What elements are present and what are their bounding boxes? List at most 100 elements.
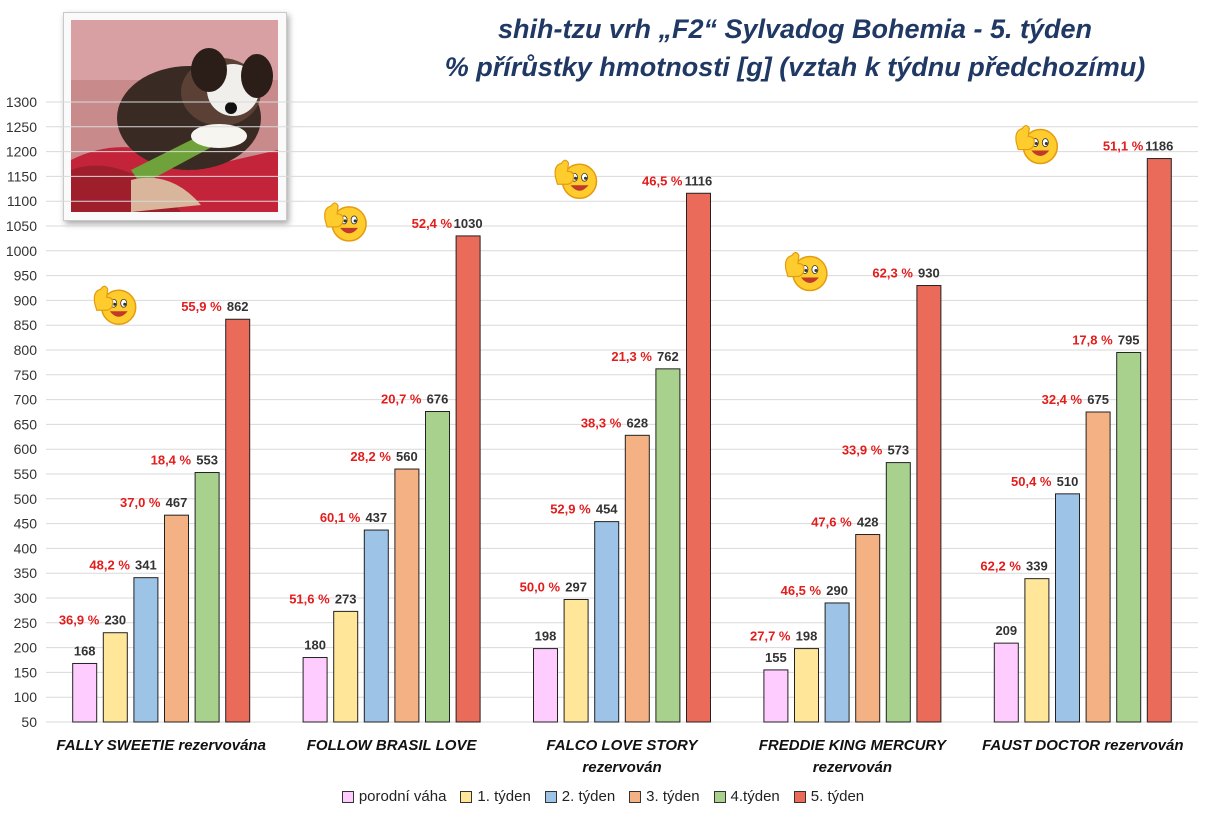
legend-label: 3. týden xyxy=(646,788,700,805)
legend: porodní váha 1. týden 2. týden 3. týden 4.tý… xyxy=(0,788,1206,805)
percent-label: 32,4 % xyxy=(1042,392,1083,407)
puppy-photo xyxy=(63,12,287,221)
smiley-mouth xyxy=(109,311,128,317)
value-label: 230 xyxy=(104,613,126,628)
legend-item: 2. týden xyxy=(544,788,615,805)
bar xyxy=(594,521,620,723)
bar xyxy=(333,610,359,723)
percent-label: 50,0 % xyxy=(520,579,561,594)
value-label: 930 xyxy=(918,266,940,281)
data-labels: 168 230 36,9 % 341 48,2 % 467 37,0 % 553 18,4 % 8… xyxy=(59,139,1174,665)
percent-label: 38,3 % xyxy=(581,415,622,430)
y-tick-label: 150 xyxy=(14,664,38,680)
thumb-hand xyxy=(554,159,575,185)
value-label: 1030 xyxy=(454,216,483,231)
y-tick-label: 250 xyxy=(14,615,38,631)
thumbs-up-smiley-icon xyxy=(784,251,828,292)
percent-label: 52,9 % xyxy=(550,502,591,517)
y-tick-label: 1200 xyxy=(6,144,37,160)
y-tick-label: 400 xyxy=(14,540,38,556)
y-tick-label: 1150 xyxy=(7,168,37,184)
category-label: FALCO LOVE STORY rezervován xyxy=(507,735,737,779)
percent-label: 33,9 % xyxy=(842,443,883,458)
percent-label: 27,7 % xyxy=(750,629,791,644)
bar xyxy=(1085,411,1111,723)
y-tick-label: 950 xyxy=(14,268,38,284)
y-tick-label: 600 xyxy=(14,441,38,457)
percent-label: 46,5 % xyxy=(642,173,683,188)
value-label: 675 xyxy=(1087,392,1109,407)
bar xyxy=(624,434,650,723)
smiley-mouth xyxy=(570,185,589,191)
bar xyxy=(1055,493,1080,723)
category-label-line: rezervován xyxy=(582,759,662,776)
legend-item: 3. týden xyxy=(629,788,700,805)
percent-label: 51,1 % xyxy=(1103,139,1144,154)
value-label: 454 xyxy=(596,502,618,517)
percent-label: 21,3 % xyxy=(611,349,652,364)
value-label: 180 xyxy=(304,638,326,653)
thumbs-up-smiley-icon xyxy=(554,159,598,200)
bar xyxy=(563,598,589,723)
category-label-line: rezervován xyxy=(812,759,892,776)
value-label: 297 xyxy=(565,579,587,594)
legend-item: 5. týden xyxy=(793,788,864,805)
smiley-pupil xyxy=(574,176,577,180)
category-label-line: FREDDIE KING MERCURY xyxy=(758,737,947,754)
value-label: 510 xyxy=(1057,474,1079,489)
percent-label: 28,2 % xyxy=(350,449,391,464)
bar xyxy=(164,514,189,723)
thumb-hand xyxy=(1015,124,1035,151)
value-label: 553 xyxy=(196,453,218,468)
thumbs-up-smiley-icon xyxy=(93,285,137,325)
smiley-icons xyxy=(93,124,1059,325)
percent-label: 18,4 % xyxy=(151,453,192,468)
value-label: 209 xyxy=(995,623,1017,638)
smiley-pupil xyxy=(814,269,818,273)
bar xyxy=(686,192,711,723)
legend-item: 4.týden xyxy=(713,788,780,805)
legend-swatch xyxy=(793,790,806,803)
y-tick-label: 350 xyxy=(14,565,38,581)
smiley-pupil xyxy=(584,176,587,180)
y-tick-label: 850 xyxy=(14,317,38,333)
bar xyxy=(455,235,481,723)
y-tick-label: 300 xyxy=(14,590,38,606)
bar xyxy=(993,642,1019,723)
value-label: 676 xyxy=(427,392,449,407)
category-label-line: FALLY SWEETIE rezervována xyxy=(56,737,266,754)
bar xyxy=(794,648,819,723)
percent-label: 50,4 % xyxy=(1011,474,1052,489)
percent-label: 55,9 % xyxy=(181,299,222,314)
smiley-mouth xyxy=(800,277,819,284)
y-tick-label: 50 xyxy=(21,714,37,730)
y-tick-label: 550 xyxy=(14,466,38,482)
value-label: 198 xyxy=(796,629,818,644)
value-label: 198 xyxy=(535,629,557,644)
smiley-pupil xyxy=(1044,142,1048,146)
value-label: 795 xyxy=(1118,332,1140,347)
bar xyxy=(225,318,251,723)
legend-label: 1. týden xyxy=(477,788,531,805)
thumb-hand xyxy=(93,285,114,311)
legend-swatch xyxy=(629,790,642,803)
smiley-pupil xyxy=(353,219,357,223)
y-tick-label: 1300 xyxy=(6,94,37,110)
value-label: 273 xyxy=(335,591,357,606)
chart-title-line1: shih-tzu vrh „F2“ Sylvadog Bohemia - 5. … xyxy=(497,14,1093,44)
percent-label: 17,8 % xyxy=(1072,332,1113,347)
y-tick-label: 1050 xyxy=(6,218,37,234)
value-label: 428 xyxy=(857,515,879,530)
category-label: FAUST DOCTOR rezervován xyxy=(968,735,1198,757)
thumb-hand xyxy=(324,202,344,228)
y-tick-label: 650 xyxy=(14,416,38,432)
value-label: 341 xyxy=(135,558,157,573)
value-label: 762 xyxy=(657,349,679,364)
smiley-pupil xyxy=(804,269,808,273)
value-label: 560 xyxy=(396,449,418,464)
y-tick-label: 1100 xyxy=(7,193,37,209)
percent-label: 36,9 % xyxy=(59,613,100,628)
bar xyxy=(72,662,98,723)
smiley-mouth xyxy=(1031,150,1050,157)
y-tick-label: 750 xyxy=(14,367,38,383)
